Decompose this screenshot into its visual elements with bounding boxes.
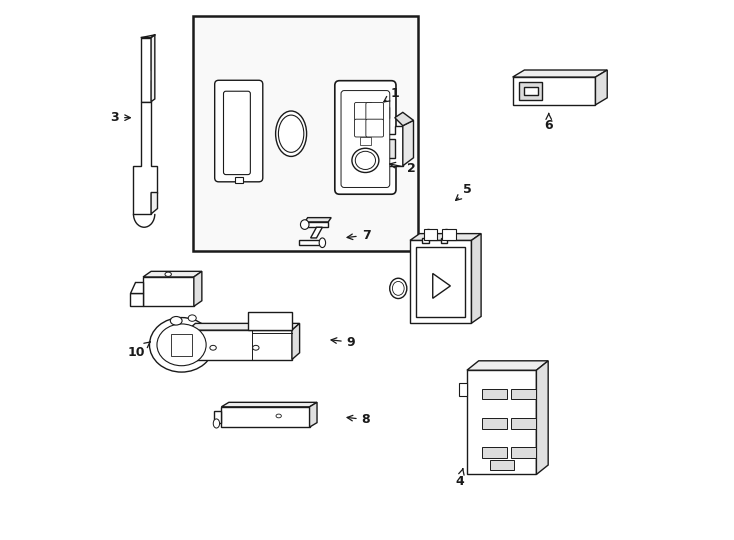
- Polygon shape: [248, 313, 292, 330]
- Polygon shape: [467, 361, 548, 370]
- Bar: [235, 177, 243, 184]
- Polygon shape: [368, 139, 395, 158]
- Ellipse shape: [165, 272, 172, 276]
- Polygon shape: [134, 102, 158, 214]
- Bar: [459, 383, 467, 396]
- Ellipse shape: [157, 324, 206, 366]
- Polygon shape: [416, 247, 465, 317]
- Ellipse shape: [170, 316, 182, 325]
- FancyBboxPatch shape: [335, 80, 396, 194]
- Polygon shape: [410, 240, 471, 323]
- Ellipse shape: [390, 278, 407, 299]
- Bar: [193, 16, 418, 251]
- Bar: [490, 460, 514, 470]
- Polygon shape: [512, 70, 607, 77]
- Polygon shape: [310, 402, 317, 427]
- Polygon shape: [130, 293, 143, 306]
- FancyBboxPatch shape: [341, 91, 390, 187]
- Ellipse shape: [278, 115, 304, 152]
- Bar: [512, 389, 536, 400]
- Bar: [171, 334, 192, 355]
- Text: 6: 6: [545, 113, 553, 132]
- Polygon shape: [467, 370, 537, 475]
- Ellipse shape: [276, 414, 281, 418]
- Text: 1: 1: [384, 87, 400, 102]
- Polygon shape: [188, 323, 299, 330]
- Polygon shape: [357, 126, 403, 166]
- Polygon shape: [143, 271, 202, 277]
- Polygon shape: [130, 282, 143, 293]
- Ellipse shape: [252, 346, 259, 350]
- Polygon shape: [440, 228, 447, 243]
- Polygon shape: [357, 107, 390, 134]
- Polygon shape: [214, 411, 222, 423]
- Polygon shape: [471, 234, 481, 323]
- FancyBboxPatch shape: [223, 91, 250, 174]
- Polygon shape: [433, 273, 451, 298]
- Polygon shape: [194, 271, 202, 306]
- Polygon shape: [142, 37, 153, 102]
- Ellipse shape: [319, 238, 326, 247]
- Bar: [482, 447, 506, 458]
- Ellipse shape: [214, 419, 219, 428]
- Polygon shape: [222, 402, 317, 407]
- Ellipse shape: [300, 220, 309, 229]
- FancyBboxPatch shape: [355, 103, 372, 120]
- Ellipse shape: [355, 151, 376, 170]
- Ellipse shape: [275, 111, 307, 157]
- Polygon shape: [222, 407, 310, 427]
- Bar: [512, 447, 536, 458]
- Polygon shape: [299, 240, 322, 245]
- Polygon shape: [595, 70, 607, 105]
- Ellipse shape: [393, 281, 404, 295]
- Text: 5: 5: [456, 184, 472, 200]
- Bar: [442, 228, 456, 240]
- Polygon shape: [305, 218, 331, 222]
- Text: 2: 2: [390, 162, 416, 175]
- Polygon shape: [395, 112, 413, 126]
- Polygon shape: [143, 277, 194, 306]
- Polygon shape: [292, 323, 299, 360]
- Ellipse shape: [150, 318, 214, 372]
- Polygon shape: [151, 192, 158, 214]
- Polygon shape: [305, 222, 328, 227]
- Text: 8: 8: [347, 413, 370, 426]
- Ellipse shape: [210, 346, 217, 350]
- FancyBboxPatch shape: [366, 103, 384, 120]
- Bar: [482, 418, 506, 429]
- Ellipse shape: [188, 315, 196, 321]
- Polygon shape: [188, 330, 292, 360]
- Polygon shape: [410, 234, 481, 240]
- FancyBboxPatch shape: [355, 119, 372, 137]
- Text: 7: 7: [347, 229, 371, 242]
- Polygon shape: [177, 323, 188, 345]
- Polygon shape: [524, 87, 538, 95]
- Text: 9: 9: [331, 336, 355, 349]
- Polygon shape: [519, 82, 542, 99]
- Polygon shape: [151, 35, 155, 102]
- Text: 4: 4: [455, 469, 464, 488]
- Bar: [360, 138, 371, 145]
- FancyBboxPatch shape: [366, 119, 384, 137]
- Bar: [512, 418, 536, 429]
- Polygon shape: [310, 227, 322, 238]
- Bar: [482, 389, 506, 400]
- Text: 3: 3: [110, 111, 131, 124]
- Bar: [424, 228, 437, 240]
- FancyBboxPatch shape: [214, 80, 263, 182]
- Polygon shape: [422, 228, 429, 243]
- Ellipse shape: [352, 148, 379, 172]
- Polygon shape: [537, 361, 548, 475]
- Polygon shape: [403, 120, 413, 166]
- Text: 10: 10: [128, 342, 150, 359]
- Polygon shape: [512, 77, 595, 105]
